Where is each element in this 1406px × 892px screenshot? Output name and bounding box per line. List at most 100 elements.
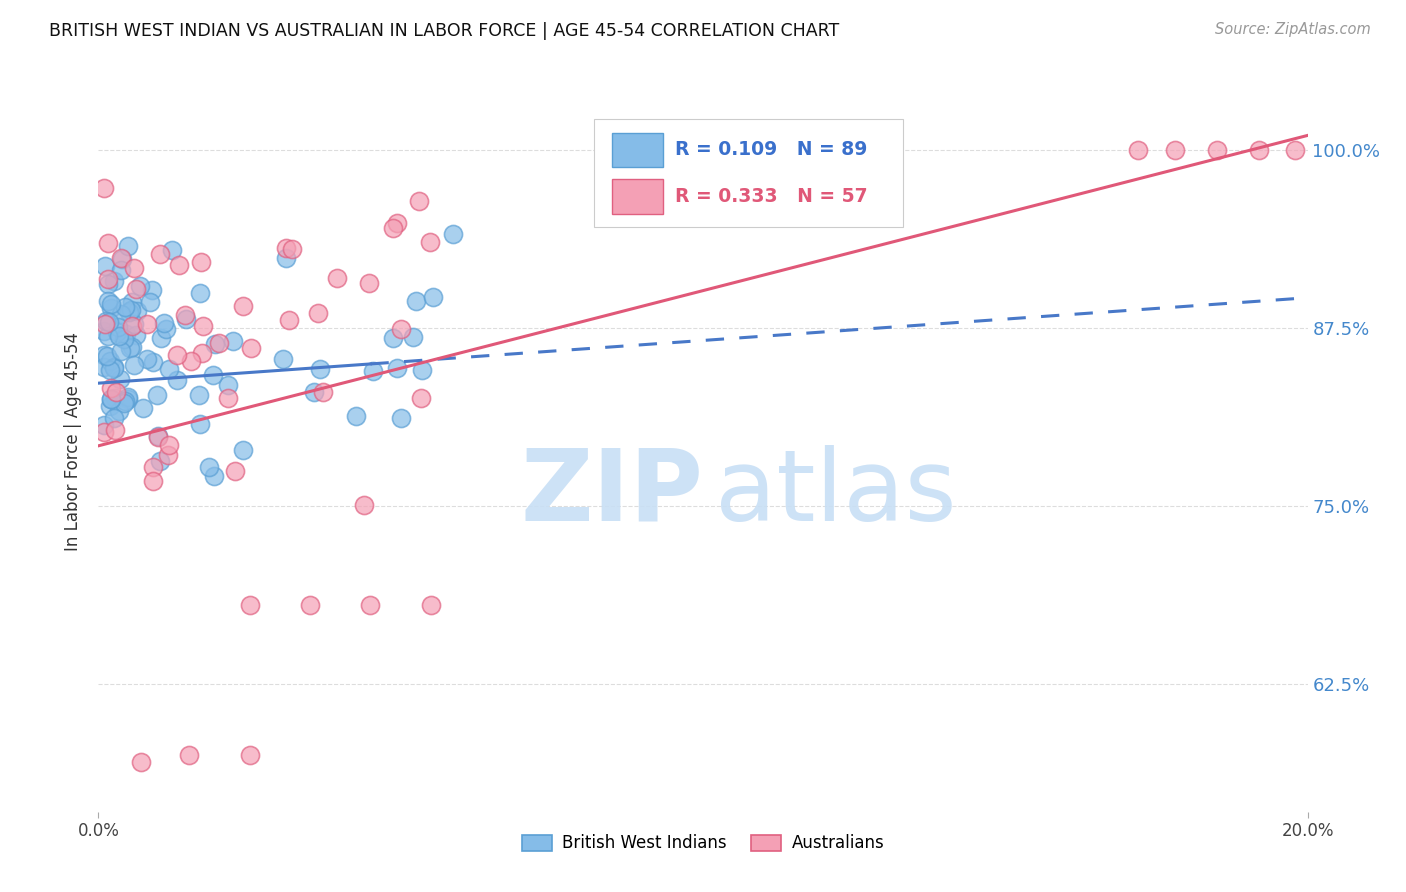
Point xyxy=(110,251,132,265)
Point xyxy=(271,352,294,367)
Point xyxy=(98,400,121,414)
Point xyxy=(100,392,122,406)
Point xyxy=(110,344,132,359)
Point xyxy=(121,340,143,354)
Point xyxy=(274,251,297,265)
Point xyxy=(146,388,169,402)
Point xyxy=(139,295,162,310)
Point xyxy=(125,303,148,318)
FancyBboxPatch shape xyxy=(613,133,664,167)
Point xyxy=(217,391,239,405)
Point xyxy=(187,388,209,402)
Point xyxy=(276,241,298,255)
Point xyxy=(232,442,254,457)
Point xyxy=(100,381,122,395)
Point xyxy=(190,255,212,269)
Point xyxy=(115,326,138,341)
Point xyxy=(308,362,330,376)
Point xyxy=(353,499,375,513)
Point xyxy=(93,348,115,362)
Point xyxy=(174,308,197,322)
Point xyxy=(419,235,441,250)
Text: atlas: atlas xyxy=(716,445,956,541)
Text: BRITISH WEST INDIAN VS AUSTRALIAN IN LABOR FORCE | AGE 45-54 CORRELATION CHART: BRITISH WEST INDIAN VS AUSTRALIAN IN LAB… xyxy=(49,22,839,40)
Point xyxy=(405,293,427,308)
Point xyxy=(120,303,142,318)
Point xyxy=(100,297,122,311)
Point xyxy=(97,235,120,250)
Point xyxy=(104,385,127,400)
Point xyxy=(302,385,325,400)
Point xyxy=(142,474,165,488)
Text: R = 0.333   N = 57: R = 0.333 N = 57 xyxy=(675,187,868,206)
Point xyxy=(114,393,136,408)
Point xyxy=(1284,143,1306,157)
Point xyxy=(198,459,221,474)
Point xyxy=(146,429,169,443)
Point xyxy=(166,373,188,387)
Point xyxy=(155,322,177,336)
Point xyxy=(97,294,120,309)
Point xyxy=(142,354,165,368)
Point xyxy=(157,362,180,376)
Point xyxy=(136,352,159,367)
Point xyxy=(188,417,211,432)
Point xyxy=(122,358,145,372)
Point xyxy=(152,316,174,330)
Point xyxy=(387,360,409,375)
Point xyxy=(149,331,172,345)
Point xyxy=(96,349,118,363)
Point xyxy=(107,320,129,334)
Point xyxy=(93,324,115,338)
Point xyxy=(105,325,128,339)
Point xyxy=(141,283,163,297)
Point xyxy=(411,362,433,376)
Point xyxy=(422,290,444,304)
Point xyxy=(108,328,131,343)
Point xyxy=(441,227,464,241)
Point xyxy=(201,368,224,383)
Point xyxy=(103,410,125,425)
Point xyxy=(224,464,246,478)
Point xyxy=(103,360,125,375)
Point xyxy=(97,329,120,343)
Point xyxy=(96,314,118,328)
Point xyxy=(108,404,131,418)
Point xyxy=(93,360,115,375)
Point xyxy=(1163,143,1185,157)
Point xyxy=(401,330,423,344)
Point xyxy=(129,755,152,769)
Point xyxy=(110,372,132,386)
Point xyxy=(166,348,188,362)
Point xyxy=(188,285,211,300)
Point xyxy=(142,459,165,474)
Point xyxy=(389,410,412,425)
Text: ZIP: ZIP xyxy=(520,445,703,541)
Point xyxy=(97,271,120,285)
FancyBboxPatch shape xyxy=(613,179,664,213)
Point xyxy=(117,390,139,404)
Point xyxy=(160,243,183,257)
Point xyxy=(312,384,335,399)
Text: Source: ZipAtlas.com: Source: ZipAtlas.com xyxy=(1215,22,1371,37)
Point xyxy=(277,313,299,327)
Point xyxy=(389,321,412,335)
Point xyxy=(100,392,122,407)
Point xyxy=(157,448,180,462)
Point xyxy=(157,438,180,452)
Point xyxy=(359,276,381,290)
Point xyxy=(326,270,349,285)
Point xyxy=(117,392,139,407)
Point xyxy=(94,259,117,273)
Point xyxy=(110,307,132,321)
Point xyxy=(94,318,117,332)
Point xyxy=(381,331,404,345)
Point xyxy=(208,335,231,350)
Point xyxy=(122,260,145,275)
Point xyxy=(97,315,120,329)
Point xyxy=(149,454,172,468)
Point xyxy=(104,424,127,438)
Point xyxy=(148,430,170,444)
Point xyxy=(361,364,384,378)
Point xyxy=(1249,143,1271,157)
